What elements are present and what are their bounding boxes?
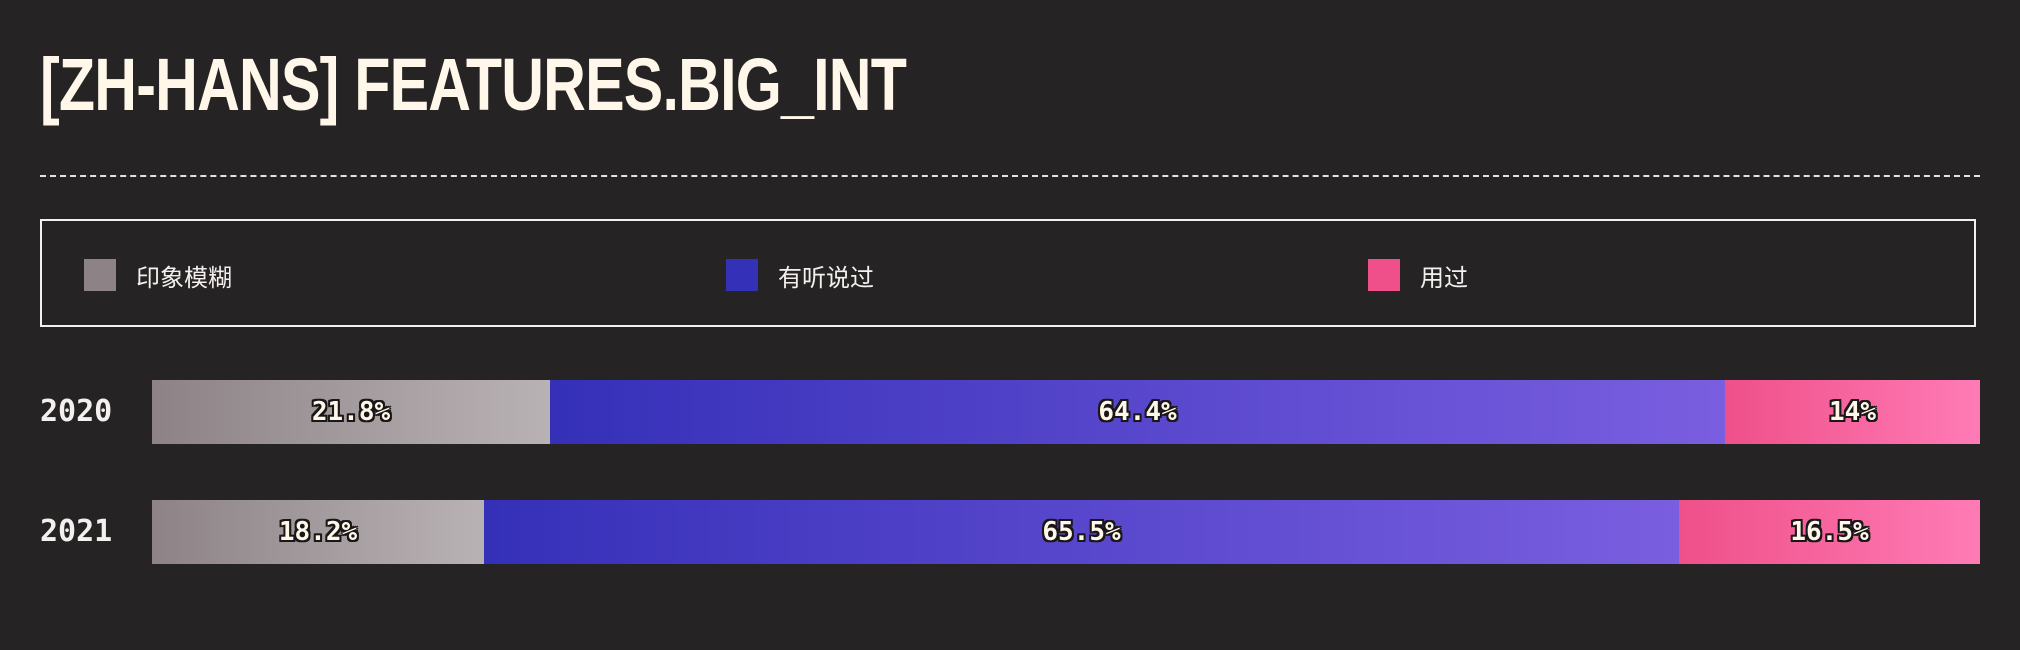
legend-swatch-heard	[726, 259, 758, 291]
bar-segment-2021-heard[interactable]: 65.5%	[484, 500, 1679, 564]
bar-row-2021: 18.2% 65.5% 16.5%	[152, 500, 1980, 564]
legend-label-heard: 有听说过	[778, 263, 874, 292]
bar-value-label: 64.4%	[1098, 397, 1177, 427]
legend-label-vague: 印象模糊	[136, 263, 232, 292]
chart-title: [ZH-HANS] FEATURES.BIG_INT	[40, 43, 907, 126]
bar-value-label: 21.8%	[311, 397, 391, 427]
bar-value-label: 16.5%	[1790, 517, 1869, 547]
bar-value-label: 14%	[1829, 397, 1876, 427]
bar-row-2020: 21.8% 64.4% 14%	[152, 380, 1980, 444]
row-label-2021: 2021	[40, 514, 113, 549]
bar-value-label: 18.2%	[278, 517, 358, 547]
legend-swatch-vague	[84, 259, 116, 291]
bar-value-label: 65.5%	[1042, 517, 1121, 547]
bar-segment-2020-used[interactable]: 14%	[1725, 380, 1980, 444]
legend-item-used[interactable]: 用过	[1368, 259, 1468, 292]
bar-segment-2021-vague[interactable]: 18.2%	[152, 500, 484, 564]
legend-swatch-used	[1368, 259, 1400, 291]
title-divider	[40, 175, 1980, 177]
bar-segment-2021-used[interactable]: 16.5%	[1679, 500, 1980, 564]
bar-segment-2020-heard[interactable]: 64.4%	[550, 380, 1725, 444]
legend-item-vague[interactable]: 印象模糊	[84, 259, 232, 292]
legend-label-used: 用过	[1420, 263, 1468, 292]
row-label-2020: 2020	[40, 394, 113, 429]
legend: 印象模糊 有听说过 用过	[40, 219, 1976, 327]
bar-segment-2020-vague[interactable]: 21.8%	[152, 380, 550, 444]
legend-item-heard[interactable]: 有听说过	[726, 259, 874, 292]
